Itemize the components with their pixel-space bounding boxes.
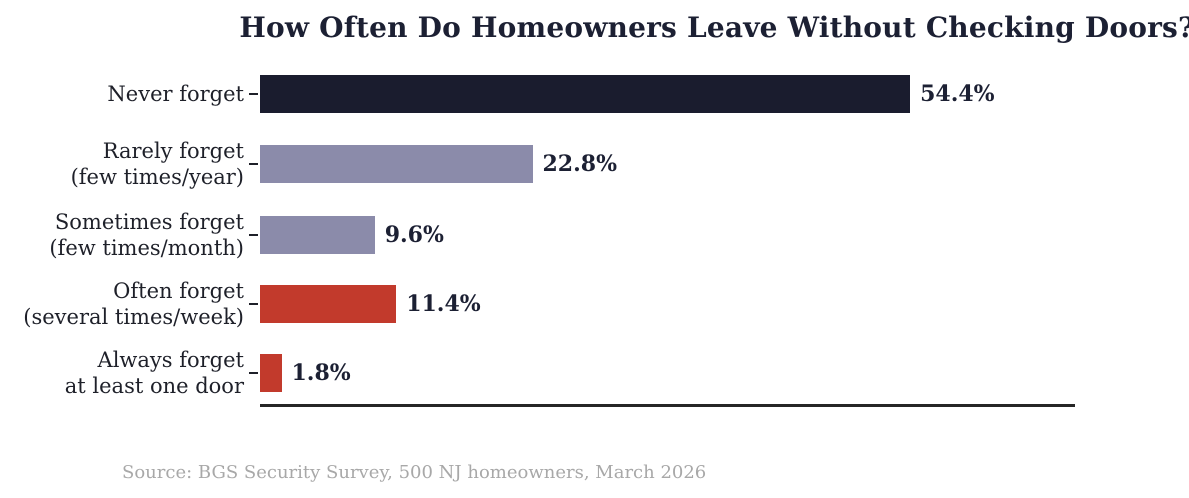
category-label: Always forget at least one door (64, 347, 244, 398)
value-label: 9.6% (384, 221, 444, 248)
bar (260, 75, 911, 113)
source-note: Source: BGS Security Survey, 500 NJ home… (122, 462, 707, 483)
axis-tick (249, 163, 258, 165)
value-label: 1.8% (291, 359, 351, 386)
chart-title: How Often Do Homeowners Leave Without Ch… (239, 11, 1189, 44)
axis-tick (249, 371, 258, 374)
bar (260, 353, 282, 392)
bar (260, 145, 533, 183)
category-label: Often forget (several times/week) (23, 278, 244, 329)
bar (260, 284, 397, 323)
value-label: 22.8% (542, 151, 618, 177)
value-label: 11.4% (406, 290, 481, 317)
category-label: Never forget (107, 82, 244, 106)
x-axis-line (260, 404, 1075, 407)
axis-tick (249, 233, 258, 236)
value-label: 54.4% (920, 81, 995, 107)
axis-tick (249, 93, 258, 95)
bar (260, 215, 375, 254)
category-label: Sometimes forget (few times/month) (49, 209, 244, 260)
category-label: Rarely forget (few times/year) (70, 139, 244, 189)
axis-tick (249, 302, 258, 305)
